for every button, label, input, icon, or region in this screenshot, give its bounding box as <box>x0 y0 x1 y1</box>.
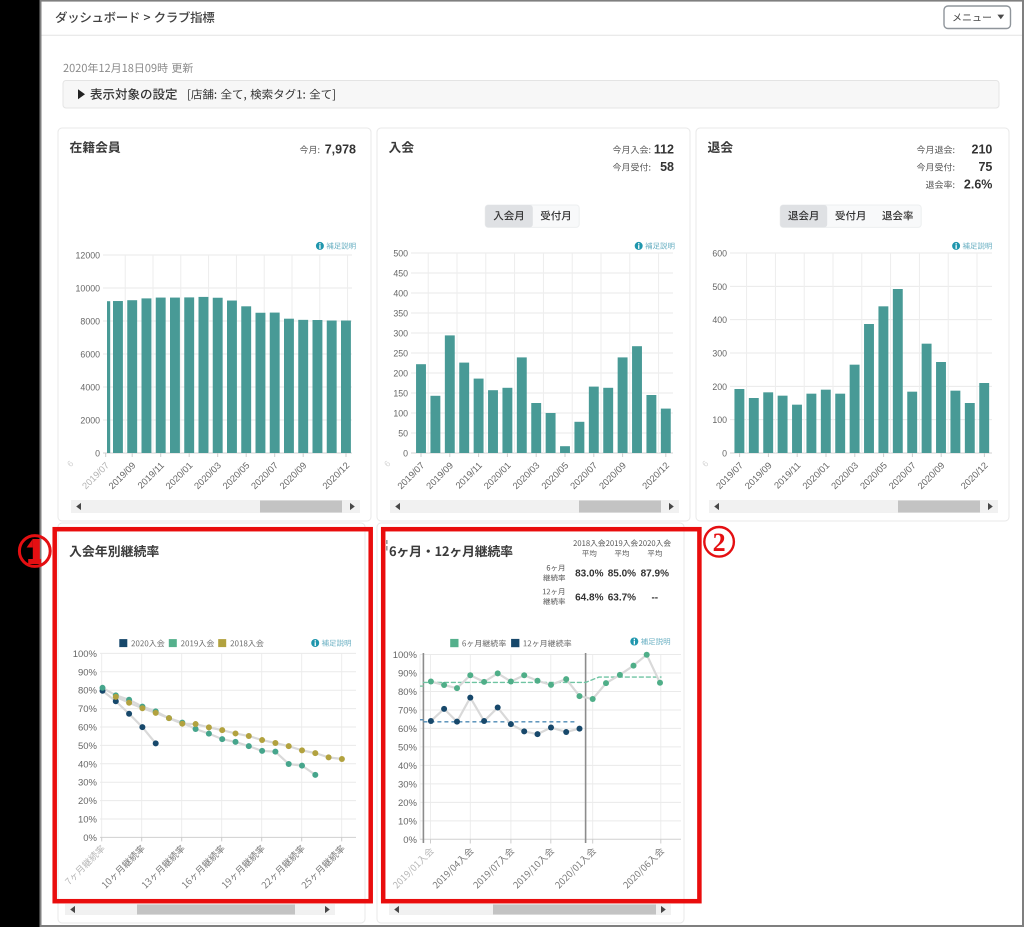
svg-text:87.9%: 87.9% <box>641 569 669 580</box>
svg-text:30%: 30% <box>78 778 98 789</box>
svg-text:450: 450 <box>393 269 408 279</box>
svg-text:10%: 10% <box>78 815 98 826</box>
svg-text:75: 75 <box>978 160 992 174</box>
svg-text:12000: 12000 <box>76 251 101 261</box>
svg-text:100: 100 <box>393 409 408 419</box>
svg-text:2.6%: 2.6% <box>964 178 993 192</box>
svg-text:210: 210 <box>972 143 993 157</box>
svg-text:6: 6 <box>382 458 393 469</box>
svg-text:6000: 6000 <box>80 350 100 360</box>
svg-text:400: 400 <box>393 289 408 299</box>
svg-text:50%: 50% <box>398 742 418 753</box>
svg-text:300: 300 <box>712 348 727 358</box>
svg-text:100: 100 <box>712 415 727 425</box>
svg-text:60%: 60% <box>78 723 98 734</box>
svg-text:60%: 60% <box>398 724 418 735</box>
svg-text:0%: 0% <box>403 835 417 846</box>
svg-text:400: 400 <box>712 315 727 325</box>
svg-text:6: 6 <box>65 458 76 469</box>
svg-text:10%: 10% <box>398 816 418 827</box>
svg-text:70%: 70% <box>78 704 98 715</box>
svg-text:83.0%: 83.0% <box>575 569 603 580</box>
svg-text:80%: 80% <box>78 686 98 697</box>
svg-text:200: 200 <box>712 382 727 392</box>
svg-text:500: 500 <box>393 249 408 259</box>
svg-text:63.7%: 63.7% <box>608 592 636 603</box>
svg-text:80%: 80% <box>398 687 418 698</box>
svg-text:20%: 20% <box>398 798 418 809</box>
svg-text:90%: 90% <box>78 667 98 678</box>
svg-text:50%: 50% <box>78 741 98 752</box>
svg-text:250: 250 <box>393 349 408 359</box>
svg-text:350: 350 <box>393 309 408 319</box>
svg-text:85.0%: 85.0% <box>608 569 636 580</box>
svg-text:40%: 40% <box>398 761 418 772</box>
svg-text:--: -- <box>651 592 658 603</box>
svg-text:0: 0 <box>95 449 100 459</box>
svg-text:50: 50 <box>398 429 408 439</box>
svg-text:500: 500 <box>712 282 727 292</box>
svg-text:70%: 70% <box>398 705 418 716</box>
svg-text:600: 600 <box>712 249 727 259</box>
svg-text:64.8%: 64.8% <box>575 592 603 603</box>
svg-text:6: 6 <box>700 458 711 469</box>
svg-text:100%: 100% <box>73 649 98 660</box>
svg-text:4000: 4000 <box>80 383 100 393</box>
svg-text:7,978: 7,978 <box>325 143 356 157</box>
svg-text:300: 300 <box>393 329 408 339</box>
svg-text:40%: 40% <box>78 759 98 770</box>
svg-text:20%: 20% <box>78 796 98 807</box>
svg-text:0: 0 <box>403 449 408 459</box>
svg-text:58: 58 <box>660 160 674 174</box>
svg-text:150: 150 <box>393 389 408 399</box>
svg-text:2000: 2000 <box>80 416 100 426</box>
svg-text:2: 2 <box>713 528 726 557</box>
svg-text:200: 200 <box>393 369 408 379</box>
svg-text:0%: 0% <box>83 833 97 844</box>
svg-text:10000: 10000 <box>76 284 101 294</box>
svg-text:90%: 90% <box>398 668 418 679</box>
svg-text:112: 112 <box>654 143 674 157</box>
svg-text:8000: 8000 <box>80 317 100 327</box>
svg-text:100%: 100% <box>393 650 418 661</box>
svg-text:0: 0 <box>722 448 727 458</box>
svg-text:30%: 30% <box>398 779 418 790</box>
